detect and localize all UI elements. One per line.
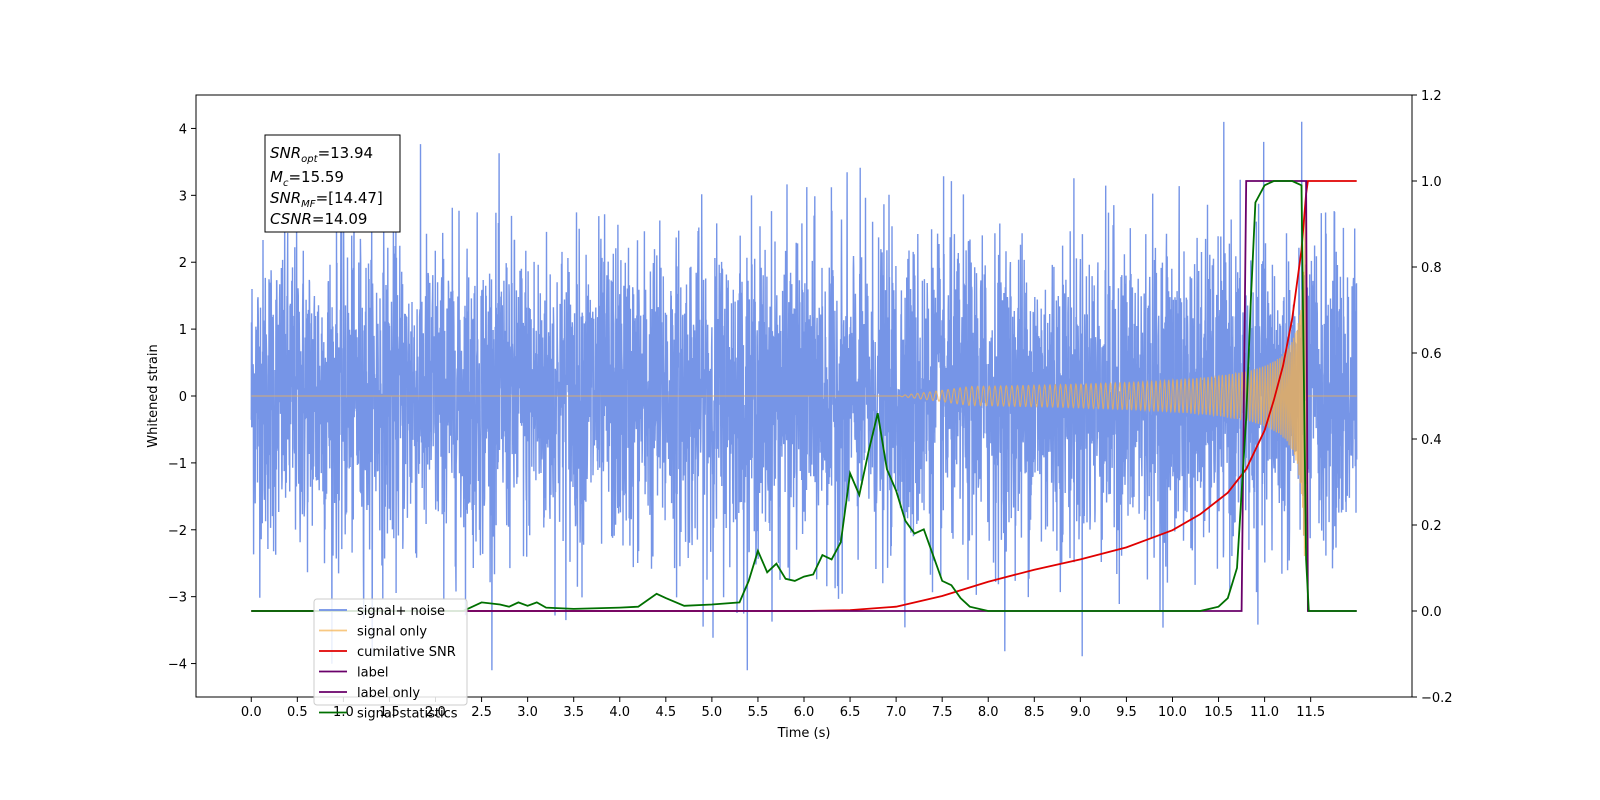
y-tick-label: −1 bbox=[168, 457, 187, 472]
y2-tick-label: 0.4 bbox=[1421, 433, 1442, 448]
x-tick-label: 7.5 bbox=[932, 705, 953, 720]
x-tick-label: 7.0 bbox=[886, 705, 907, 720]
legend-entry: label bbox=[357, 666, 388, 681]
legend-entry: label only bbox=[357, 686, 420, 701]
y2-tick-label: −0.2 bbox=[1421, 691, 1453, 706]
annotation-box: SNRopt=13.94 Mc=15.59 SNRMF=[14.47] CSNR… bbox=[264, 134, 401, 233]
y-axis-right: −0.2 0.0 0.2 0.4 0.6 0.8 1.0 1.2 bbox=[1412, 89, 1453, 706]
svg-text:SNRMF=[14.47]: SNRMF=[14.47] bbox=[270, 189, 383, 210]
x-tick-label: 10.5 bbox=[1204, 705, 1233, 720]
x-tick-label: 0.0 bbox=[241, 705, 262, 720]
x-tick-label: 8.0 bbox=[978, 705, 999, 720]
svg-text:Mc=15.59: Mc=15.59 bbox=[270, 168, 344, 189]
legend: signal+ noise signal only cumilative SNR la… bbox=[313, 598, 468, 722]
x-axis-label: Time (s) bbox=[777, 726, 831, 741]
legend-entry: signal+ noise bbox=[357, 604, 445, 619]
y-tick-label: 3 bbox=[179, 189, 187, 204]
svg-text:CSNR=14.09: CSNR=14.09 bbox=[270, 210, 367, 228]
y-tick-label: −4 bbox=[168, 658, 187, 673]
x-tick-label: 9.5 bbox=[1116, 705, 1137, 720]
legend-entry: signal statistics bbox=[357, 707, 458, 722]
annotation-snr-mf: =[14.47] bbox=[316, 189, 383, 207]
x-tick-label: 5.5 bbox=[748, 705, 769, 720]
annotation-csnr: =14.09 bbox=[312, 210, 368, 228]
x-tick-label: 6.0 bbox=[794, 705, 815, 720]
x-tick-label: 4.5 bbox=[655, 705, 676, 720]
svg-text:SNRopt=13.94: SNRopt=13.94 bbox=[270, 144, 373, 165]
x-tick-label: 4.0 bbox=[609, 705, 630, 720]
x-tick-label: 8.5 bbox=[1024, 705, 1045, 720]
x-tick-label: 9.0 bbox=[1070, 705, 1091, 720]
y-tick-label: 1 bbox=[179, 323, 187, 338]
y-tick-label: 0 bbox=[179, 390, 187, 405]
y2-tick-label: 0.6 bbox=[1421, 347, 1442, 362]
x-tick-label: 2.0 bbox=[425, 705, 446, 720]
x-tick-label: 3.5 bbox=[563, 705, 584, 720]
x-tick-label: 2.5 bbox=[471, 705, 492, 720]
legend-entry: signal only bbox=[357, 625, 427, 640]
y-tick-label: 2 bbox=[179, 256, 187, 271]
y-axis-left: −4 −3 −2 −1 0 1 2 3 4 bbox=[168, 122, 196, 673]
x-tick-label: 3.0 bbox=[517, 705, 538, 720]
x-tick-label: 11.5 bbox=[1296, 705, 1325, 720]
x-tick-label: 6.5 bbox=[840, 705, 861, 720]
x-tick-label: 11.0 bbox=[1250, 705, 1279, 720]
y2-tick-label: 0.0 bbox=[1421, 605, 1442, 620]
y-axis-label: Whitened strain bbox=[146, 344, 161, 447]
y2-tick-label: 0.2 bbox=[1421, 519, 1442, 534]
y-tick-label: −3 bbox=[168, 591, 187, 606]
series-cumulative-snr-line bbox=[251, 180, 1357, 612]
y-tick-label: −2 bbox=[168, 524, 187, 539]
y2-tick-label: 1.2 bbox=[1421, 89, 1442, 104]
series-signal-statistics-line bbox=[251, 180, 1357, 612]
y2-tick-label: 0.8 bbox=[1421, 261, 1442, 276]
y2-tick-label: 1.0 bbox=[1421, 175, 1442, 190]
series-layer bbox=[250, 121, 1358, 671]
series-signal-noise-line bbox=[250, 121, 1358, 671]
annotation-snr-opt: =13.94 bbox=[318, 144, 374, 162]
x-tick-label: 0.5 bbox=[287, 705, 308, 720]
x-tick-label: 5.0 bbox=[702, 705, 723, 720]
x-tick-label: 1.5 bbox=[379, 705, 400, 720]
annotation-mc: =15.59 bbox=[288, 168, 344, 186]
y-tick-label: 4 bbox=[179, 122, 187, 137]
x-axis: 0.0 0.5 1.0 1.5 2.0 2.5 3.0 3.5 4.0 4.5 5.0 5.5 6.0 6… bbox=[241, 697, 1325, 720]
series-signal-only-line bbox=[251, 209, 1357, 557]
legend-entry: cumilative SNR bbox=[357, 645, 456, 660]
x-tick-label: 10.0 bbox=[1158, 705, 1187, 720]
